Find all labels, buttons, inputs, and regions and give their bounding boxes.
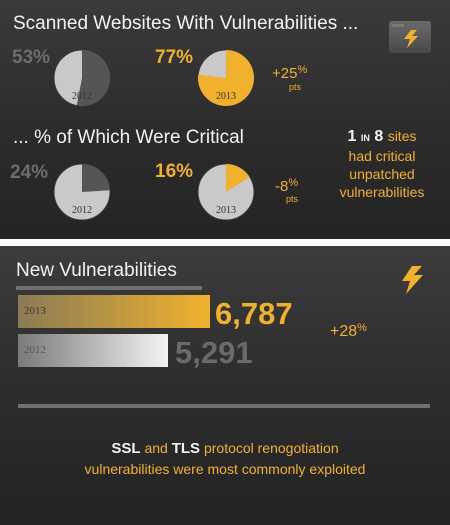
ratio-one: 1 xyxy=(347,128,357,145)
ssl-note: SSL and TLS protocol renogotiation vulne… xyxy=(0,439,450,478)
critical-delta-value: -8 xyxy=(275,178,289,195)
scanned-2013-percent: 77% xyxy=(155,47,194,68)
bar-2012-value: 5,291 xyxy=(175,335,253,370)
tls-word: TLS xyxy=(171,440,201,457)
critical-2013-slice xyxy=(226,164,250,192)
scanned-2012-year-label: 2012 xyxy=(72,91,92,102)
scanned-heading: Scanned Websites With Vulnerabilities ..… xyxy=(13,13,359,34)
vulnerability-stats-panel: Scanned Websites With Vulnerabilities ..… xyxy=(0,0,450,239)
note-rest: protocol renogotiation xyxy=(203,440,339,456)
scanned-delta-unit: % xyxy=(297,64,308,76)
scanned-2012-pie: 2012 xyxy=(52,48,112,108)
scanned-delta-pts: pts xyxy=(288,82,301,92)
scanned-2013-slice xyxy=(198,50,254,106)
section-divider xyxy=(18,404,430,408)
ssl-word: SSL xyxy=(111,440,141,457)
ratio-note: 1 IN 8 sites had critical unpatched vuln… xyxy=(322,127,442,201)
critical-delta-pts: pts xyxy=(285,194,298,204)
critical-2012-pie: 2012 xyxy=(52,162,112,222)
bar-2013-value: 6,787 xyxy=(215,296,293,331)
new-vuln-heading: New Vulnerabilities xyxy=(16,260,177,281)
ratio-sites: sites xyxy=(387,128,417,144)
ratio-eight: 8 xyxy=(374,128,384,145)
and-word: and xyxy=(144,440,168,456)
critical-heading: ... % of Which Were Critical xyxy=(13,127,244,148)
bar-2012-label: 2012 xyxy=(24,344,46,356)
new-vulnerabilities-panel: New Vulnerabilities 2013 6,787 2012 5,29… xyxy=(0,246,450,525)
bolt-icon xyxy=(402,266,423,294)
logo-badge xyxy=(389,21,431,53)
ratio-line2: had critical xyxy=(348,148,416,164)
note-line2: vulnerabilities were most commonly explo… xyxy=(84,461,366,477)
bar-2013-label: 2013 xyxy=(24,305,46,317)
scanned-2013-year-label: 2013 xyxy=(216,91,236,102)
heading-underline xyxy=(16,286,202,290)
growth-unit: % xyxy=(357,322,367,334)
ratio-line3: unpatched xyxy=(349,166,415,182)
ratio-in: IN xyxy=(360,133,370,143)
logo-bolt xyxy=(396,264,430,296)
ratio-line4: vulnerabilities xyxy=(339,184,425,200)
growth-value: +28 xyxy=(330,323,358,340)
scanned-2012-slice xyxy=(76,50,110,106)
critical-2012-percent: 24% xyxy=(10,162,49,183)
growth-delta: +28% xyxy=(330,322,367,341)
critical-2012-year-label: 2012 xyxy=(72,205,92,216)
scanned-delta-value: +25 xyxy=(272,65,298,82)
scanned-delta: +25% xyxy=(272,64,307,82)
critical-2013-year-label: 2013 xyxy=(216,205,236,216)
critical-2013-pie: 2013 xyxy=(196,162,256,222)
bar-2013: 2013 xyxy=(18,295,210,328)
scanned-2012-percent: 53% xyxy=(12,47,51,68)
bar-2012: 2012 xyxy=(18,334,168,367)
critical-delta-unit: % xyxy=(288,177,299,189)
critical-2012-slice xyxy=(82,164,110,192)
bolt-icon xyxy=(392,24,418,48)
scanned-2013-pie: 2013 xyxy=(196,48,256,108)
critical-2013-percent: 16% xyxy=(155,161,194,182)
critical-delta: -8% xyxy=(275,177,298,195)
